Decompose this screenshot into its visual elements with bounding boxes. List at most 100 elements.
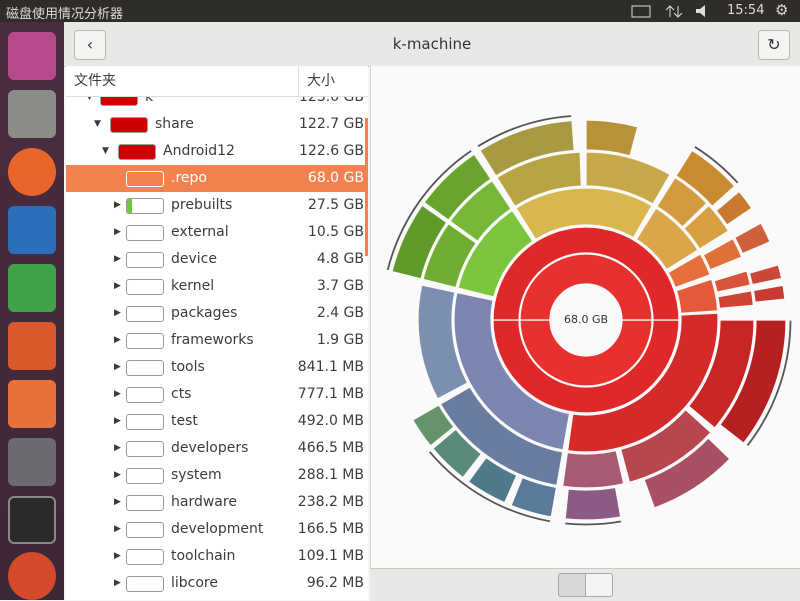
launcher-icon[interactable] [8, 206, 56, 254]
expander[interactable]: ▶ [114, 254, 121, 264]
folder-row[interactable]: ▶ kernel 3.7 GB [66, 273, 368, 300]
expander[interactable]: ▶ [114, 551, 121, 561]
sunburst-segment[interactable] [675, 149, 736, 208]
folder-row[interactable]: ▶ prebuilts 27.5 GB [66, 192, 368, 219]
folder-row[interactable]: ▶ toolchain 109.1 MB [66, 543, 368, 570]
expander[interactable]: ▶ [114, 335, 121, 345]
sunburst-segment[interactable] [492, 319, 680, 414]
sunburst-segment[interactable] [519, 253, 653, 321]
column-header[interactable]: 大小 [298, 66, 335, 96]
folder-row[interactable]: ▶ frameworks 1.9 GB [66, 327, 368, 354]
folder-row[interactable]: .repo 68.0 GB [66, 165, 368, 192]
expander[interactable]: ▶ [114, 389, 121, 399]
expander[interactable]: ▶ [114, 470, 121, 480]
launcher-icon[interactable] [8, 32, 56, 80]
sunburst-segment[interactable] [422, 222, 478, 289]
expander[interactable]: ▶ [114, 308, 121, 318]
expander[interactable]: ▶ [114, 524, 121, 534]
folder-row[interactable]: ▶ device 4.8 GB [66, 246, 368, 273]
launcher-icon[interactable] [8, 380, 56, 428]
folder-row[interactable]: ▼ k 123.0 GB [66, 97, 368, 111]
sunburst-segment[interactable] [667, 253, 711, 289]
sunburst-segment[interactable] [585, 151, 671, 205]
outer-ring[interactable] [745, 319, 793, 448]
sunburst-segment[interactable] [683, 204, 730, 250]
column-header[interactable]: 文件夹 [74, 73, 116, 89]
settings-icon[interactable]: ⚙ [775, 1, 789, 19]
sunburst-segment[interactable] [519, 319, 653, 387]
sunburst-segment[interactable] [510, 476, 558, 518]
outer-ring[interactable] [692, 144, 740, 186]
refresh-button[interactable]: ↻ [758, 30, 790, 60]
sunburst-segment[interactable] [656, 176, 708, 228]
clock[interactable]: 15:54 [727, 3, 765, 18]
outer-ring[interactable] [427, 449, 552, 524]
sunburst-segment[interactable] [717, 290, 755, 309]
sunburst-segment[interactable] [496, 151, 582, 208]
keyboard-icon[interactable] [631, 5, 651, 18]
folder-row[interactable]: ▶ tools 841.1 MB [66, 354, 368, 381]
sunburst-segment[interactable] [675, 278, 719, 315]
launcher-icon[interactable] [8, 90, 56, 138]
outer-ring[interactable] [385, 148, 474, 272]
sunburst-segment[interactable] [752, 284, 786, 303]
folder-row[interactable]: ▶ libcore 96.2 MB [66, 570, 368, 597]
back-button[interactable]: ‹ [74, 30, 106, 60]
expander[interactable]: ▼ [94, 119, 101, 129]
network-icon[interactable] [665, 5, 683, 18]
sunburst-segment[interactable] [492, 226, 680, 321]
launcher-icon[interactable] [8, 148, 56, 196]
sunburst-segment[interactable] [423, 153, 492, 221]
sunburst-segment[interactable] [635, 207, 699, 271]
outer-ring[interactable] [476, 113, 573, 149]
folder-row[interactable]: ▶ test 492.0 MB [66, 408, 368, 435]
folder-row[interactable]: ▼ share 122.7 GB [66, 111, 368, 138]
sunburst-segment[interactable] [619, 408, 712, 484]
sunburst-segment[interactable] [515, 187, 653, 241]
sunburst-segment[interactable] [391, 204, 448, 280]
sound-icon[interactable] [696, 5, 705, 17]
folder-row[interactable]: ▶ cts 777.1 MB [66, 381, 368, 408]
expander[interactable]: ▶ [114, 497, 121, 507]
launcher-icon[interactable] [8, 264, 56, 312]
launcher-icon[interactable] [8, 322, 56, 370]
sunburst-segment[interactable] [431, 428, 483, 479]
expander[interactable]: ▼ [86, 97, 93, 102]
sunburst-segment[interactable] [719, 319, 787, 444]
expander[interactable]: ▶ [114, 200, 121, 210]
outer-ring[interactable] [563, 519, 623, 527]
sunburst-segment[interactable] [687, 319, 755, 429]
sunburst-segment[interactable] [561, 449, 625, 489]
folder-row[interactable]: ▶ developers 466.5 MB [66, 435, 368, 462]
expander[interactable]: ▶ [114, 281, 121, 291]
expander[interactable]: ▼ [102, 146, 109, 156]
sunburst-segment[interactable] [417, 284, 469, 400]
sunburst-segment[interactable] [748, 264, 783, 286]
launcher-icon[interactable] [8, 552, 56, 600]
scrollbar[interactable] [365, 118, 368, 256]
chart-toggle[interactable] [585, 573, 613, 597]
sunburst-segment[interactable] [713, 270, 752, 293]
sunburst-segment[interactable] [453, 291, 571, 451]
sunburst-segment[interactable] [702, 237, 743, 271]
sunburst-segment[interactable] [585, 119, 639, 157]
folder-row[interactable]: ▶ development 166.5 MB [66, 516, 368, 543]
expander[interactable]: ▶ [114, 362, 121, 372]
sunburst-segment[interactable] [733, 222, 771, 255]
sunburst-segment[interactable] [457, 209, 534, 298]
launcher-icon[interactable] [8, 496, 56, 544]
sunburst-segment[interactable] [564, 486, 622, 521]
sunburst-segment[interactable] [643, 437, 731, 509]
folder-row[interactable]: ▶ external 10.5 GB [66, 219, 368, 246]
sunburst-segment[interactable] [439, 386, 564, 487]
sunburst-segment[interactable] [411, 404, 455, 447]
expander[interactable]: ▶ [114, 443, 121, 453]
sunburst-segment[interactable] [449, 179, 512, 243]
folder-row[interactable]: ▶ system 288.1 MB [66, 462, 368, 489]
sunburst-segment[interactable] [566, 312, 719, 453]
sunburst-segment[interactable] [715, 190, 753, 226]
sunburst-segment[interactable] [467, 456, 518, 504]
launcher-icon[interactable] [8, 438, 56, 486]
chart-toggle[interactable] [558, 573, 586, 597]
folder-row[interactable]: ▼ Android12 122.6 GB [66, 138, 368, 165]
